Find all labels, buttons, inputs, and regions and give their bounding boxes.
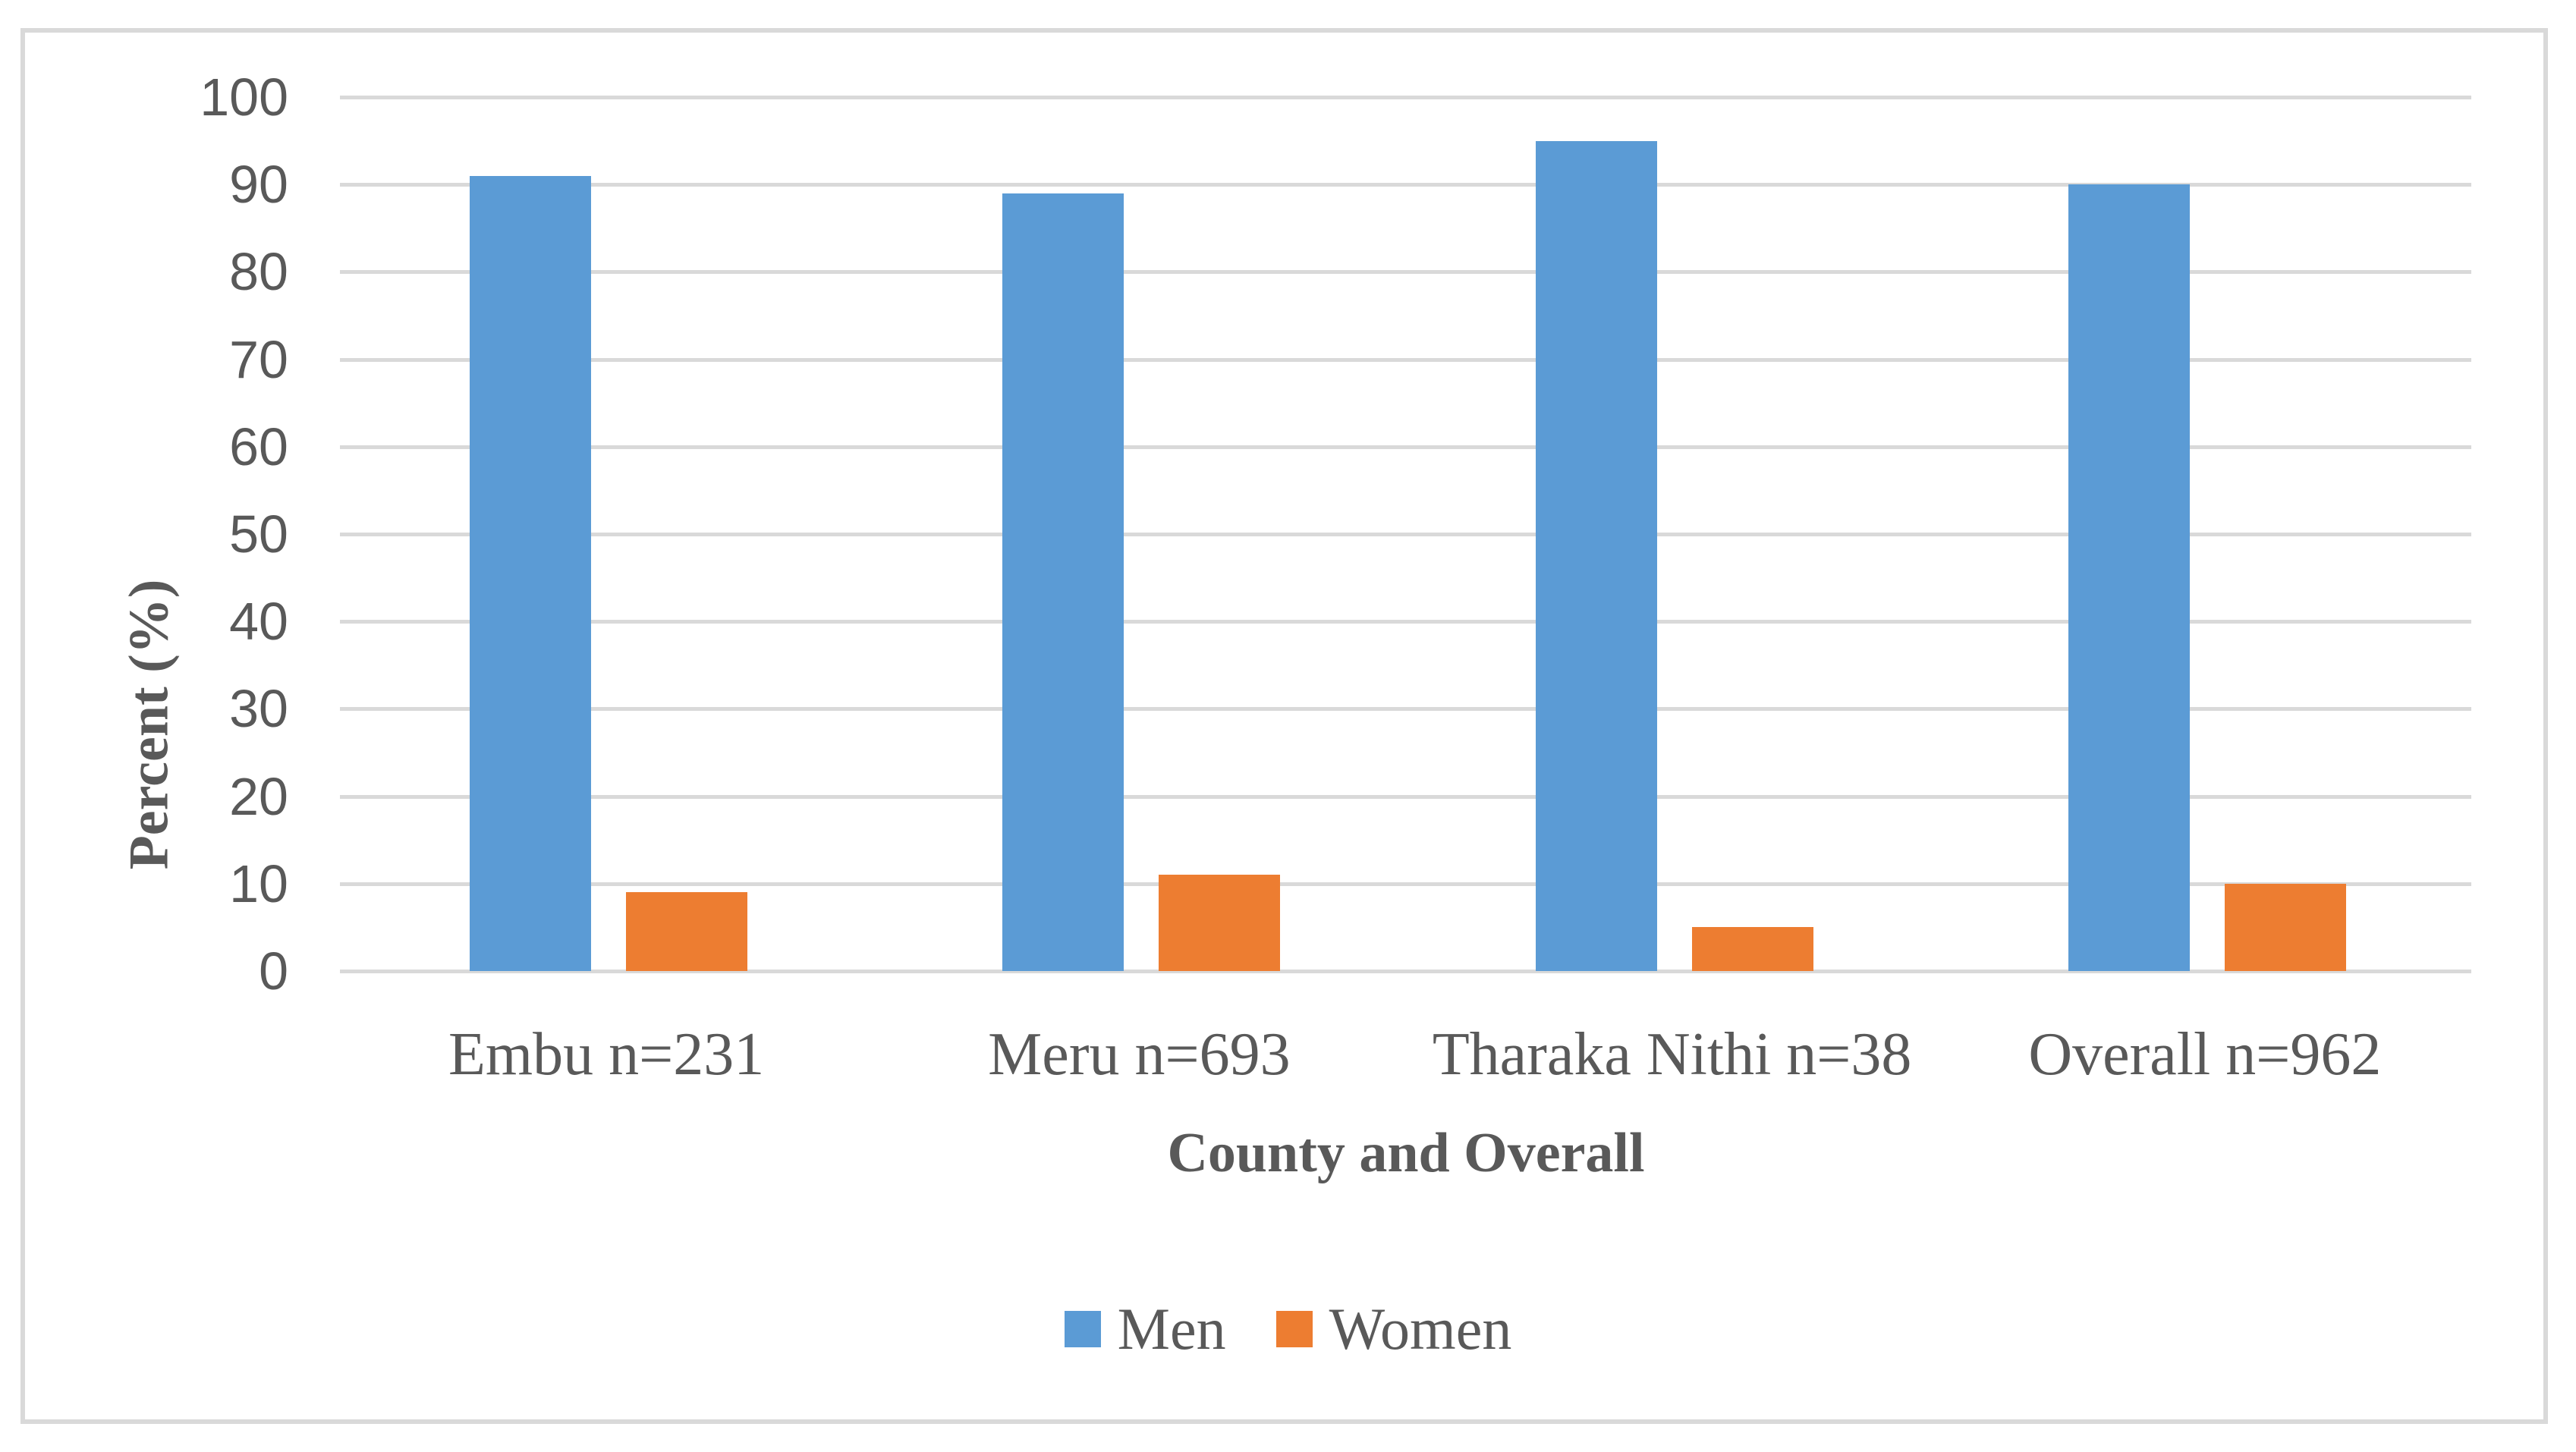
x-category-label-2: Meru n=693 [988, 1021, 1291, 1088]
y-tick-label-80: 80 [229, 242, 288, 302]
y-tick-label-30: 30 [229, 679, 288, 739]
bar-men-2 [1002, 193, 1124, 971]
gridline-0 [340, 970, 2471, 973]
y-tick-label-40: 40 [229, 592, 288, 652]
y-tick-label-60: 60 [229, 416, 288, 476]
legend: Men Women [0, 1290, 2576, 1369]
y-tick-label-20: 20 [229, 766, 288, 826]
legend-label-men: Men [1117, 1296, 1226, 1362]
gridline-90 [340, 183, 2471, 187]
bar-women-3 [1691, 927, 1813, 971]
gridline-60 [340, 445, 2471, 449]
bar-women-2 [1159, 875, 1281, 971]
y-tick-label-100: 100 [200, 68, 288, 127]
gridline-100 [340, 96, 2471, 99]
x-category-label-3: Tharaka Nithi n=38 [1432, 1021, 1912, 1088]
y-tick-label-70: 70 [229, 329, 288, 389]
bar-women-4 [2224, 883, 2346, 971]
gridline-30 [340, 707, 2471, 712]
y-tick-label-0: 0 [259, 941, 288, 1001]
gridline-40 [340, 620, 2471, 624]
y-tick-label-10: 10 [229, 853, 288, 913]
x-axis-title: County and Overall [1167, 1122, 1645, 1184]
plot-area [340, 96, 2471, 973]
bar-men-4 [2068, 184, 2190, 971]
gridline-20 [340, 794, 2471, 799]
bar-women-1 [626, 892, 747, 971]
gridline-50 [340, 533, 2471, 536]
bar-men-1 [470, 175, 591, 971]
y-tick-label-50: 50 [229, 504, 288, 564]
legend-label-women: Women [1329, 1296, 1512, 1362]
y-tick-label-90: 90 [229, 155, 288, 215]
legend-swatch-women [1275, 1311, 1313, 1347]
legend-swatch-men [1064, 1311, 1101, 1347]
legend-item-men: Men [1064, 1296, 1226, 1362]
legend-item-women: Women [1275, 1296, 1512, 1362]
bar-men-3 [1535, 140, 1657, 971]
gridline-80 [340, 270, 2471, 275]
x-category-label-1: Embu n=231 [448, 1021, 765, 1088]
gridline-10 [340, 882, 2471, 886]
gridline-70 [340, 357, 2471, 362]
x-category-label-4: Overall n=962 [2028, 1021, 2382, 1088]
y-axis-tick-labels: 0 10 20 30 40 50 60 70 80 90 100 [0, 0, 288, 1452]
